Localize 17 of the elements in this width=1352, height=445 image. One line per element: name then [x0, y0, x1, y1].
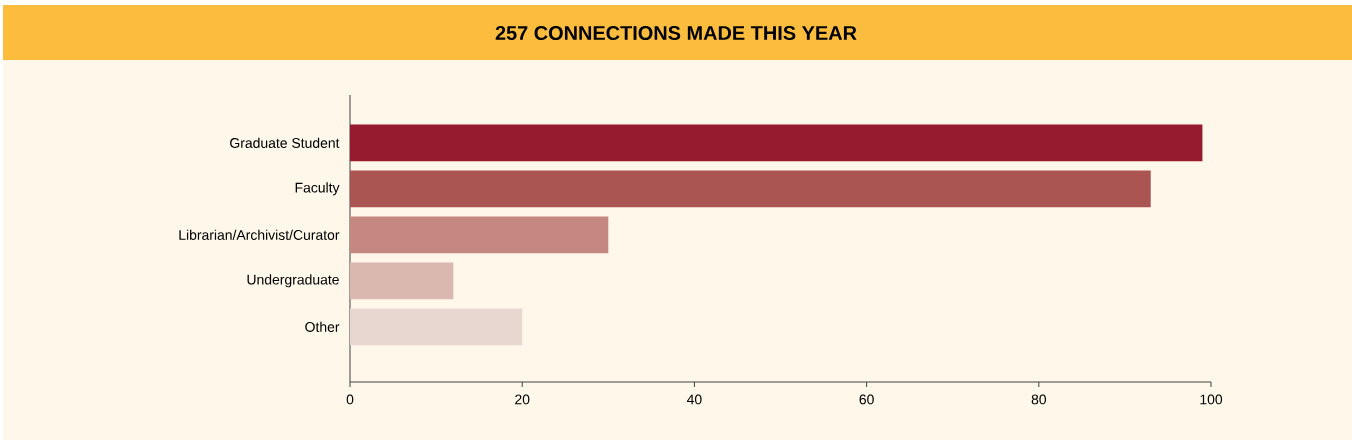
x-tick-label: 20 [515, 394, 530, 405]
y-tick-label: Other [305, 321, 340, 332]
y-tick-label: Faculty [295, 182, 340, 196]
bar [350, 170, 1151, 208]
x-tick-label: 80 [1031, 394, 1047, 405]
bar [350, 124, 1203, 162]
chart-title: 257 CONNECTIONS MADE THIS YEAR [495, 25, 857, 41]
bar [350, 216, 609, 254]
y-tick-label: Undergraduate [247, 274, 339, 288]
y-tick-label: Graduate Student [230, 137, 340, 148]
bar [350, 262, 454, 300]
bar [350, 308, 523, 346]
x-tick-label: 60 [859, 394, 874, 405]
x-tick-label: 40 [686, 394, 702, 405]
x-tick-label: 0 [346, 394, 354, 405]
y-tick-label: Librarian/Archivist/Curator [179, 229, 340, 240]
x-tick-label: 100 [1200, 394, 1223, 405]
